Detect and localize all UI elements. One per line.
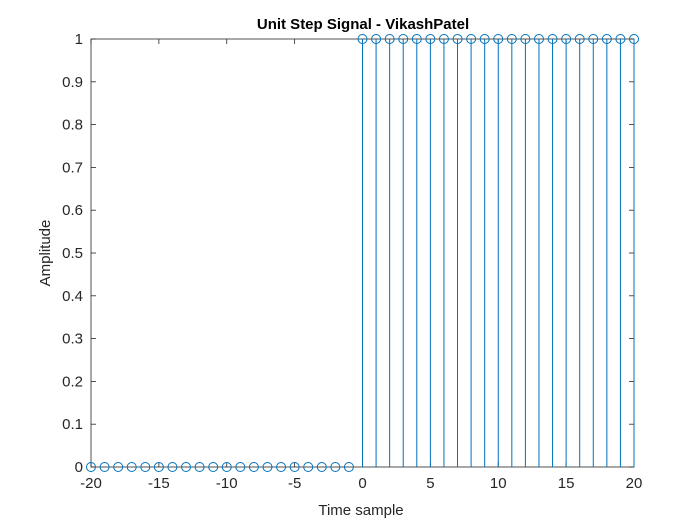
y-tick-label: 0.9: [62, 74, 83, 91]
stem-marker: [153, 462, 164, 472]
stem-marker: [574, 34, 585, 44]
y-tick-label: 0.2: [62, 373, 83, 390]
stem-marker: [221, 462, 232, 472]
stem-marker: [343, 462, 354, 472]
stem-marker: [262, 462, 273, 472]
stem-marker: [208, 462, 219, 472]
x-tick-label: 20: [626, 475, 643, 492]
stem-marker: [99, 462, 110, 472]
stem-marker: [181, 462, 192, 472]
y-tick-label: 0.3: [62, 331, 83, 348]
stem-marker: [167, 462, 178, 472]
chart-title: Unit Step Signal - VikashPatel: [257, 16, 469, 33]
x-tick-label: 10: [490, 475, 507, 492]
y-tick-label: 0: [75, 459, 83, 476]
stem-marker: [303, 462, 314, 472]
stem-marker: [126, 462, 137, 472]
stem-marker: [398, 34, 409, 44]
y-tick-label: 0.5: [62, 245, 83, 262]
x-tick-label: 15: [558, 475, 575, 492]
x-tick-label: -20: [80, 475, 102, 492]
stem-marker: [452, 34, 463, 44]
stem-marker: [601, 34, 612, 44]
stem-marker: [533, 34, 544, 44]
x-tick-label: -15: [148, 475, 170, 492]
stem-marker: [194, 462, 205, 472]
x-axis-label: Time sample: [318, 502, 403, 519]
stem-marker: [561, 34, 572, 44]
stem-marker: [235, 462, 246, 472]
y-tick-label: 0.4: [62, 288, 83, 305]
stem-marker: [629, 34, 639, 44]
stem-marker: [493, 34, 504, 44]
stem-marker: [86, 462, 96, 472]
y-tick-label: 0.7: [62, 159, 83, 176]
stem-marker: [520, 34, 531, 44]
stem-marker: [547, 34, 558, 44]
x-tick-label: 5: [426, 475, 434, 492]
stem-marker: [438, 34, 449, 44]
stem-marker: [140, 462, 151, 472]
stem-marker: [248, 462, 259, 472]
stem-marker: [330, 462, 341, 472]
x-tick-label: -10: [216, 475, 238, 492]
stem-marker: [425, 34, 436, 44]
y-tick-label: 1: [75, 31, 83, 48]
stem-marker: [276, 462, 287, 472]
stem-marker: [289, 462, 300, 472]
stem-marker: [316, 462, 327, 472]
stem-marker: [384, 34, 395, 44]
stem-marker: [466, 34, 477, 44]
y-tick-label: 0.8: [62, 117, 83, 134]
y-axis-label: Amplitude: [37, 220, 54, 287]
stem-marker: [113, 462, 124, 472]
stem-marker: [371, 34, 382, 44]
stem-marker: [357, 34, 368, 44]
stem-marker: [615, 34, 626, 44]
stem-marker: [411, 34, 422, 44]
stem-marker: [506, 34, 517, 44]
x-tick-label: 0: [358, 475, 366, 492]
y-tick-label: 0.1: [62, 416, 83, 433]
stem-marker: [479, 34, 490, 44]
stem-marker: [588, 34, 599, 44]
y-tick-label: 0.6: [62, 202, 83, 219]
x-tick-label: -5: [288, 475, 301, 492]
